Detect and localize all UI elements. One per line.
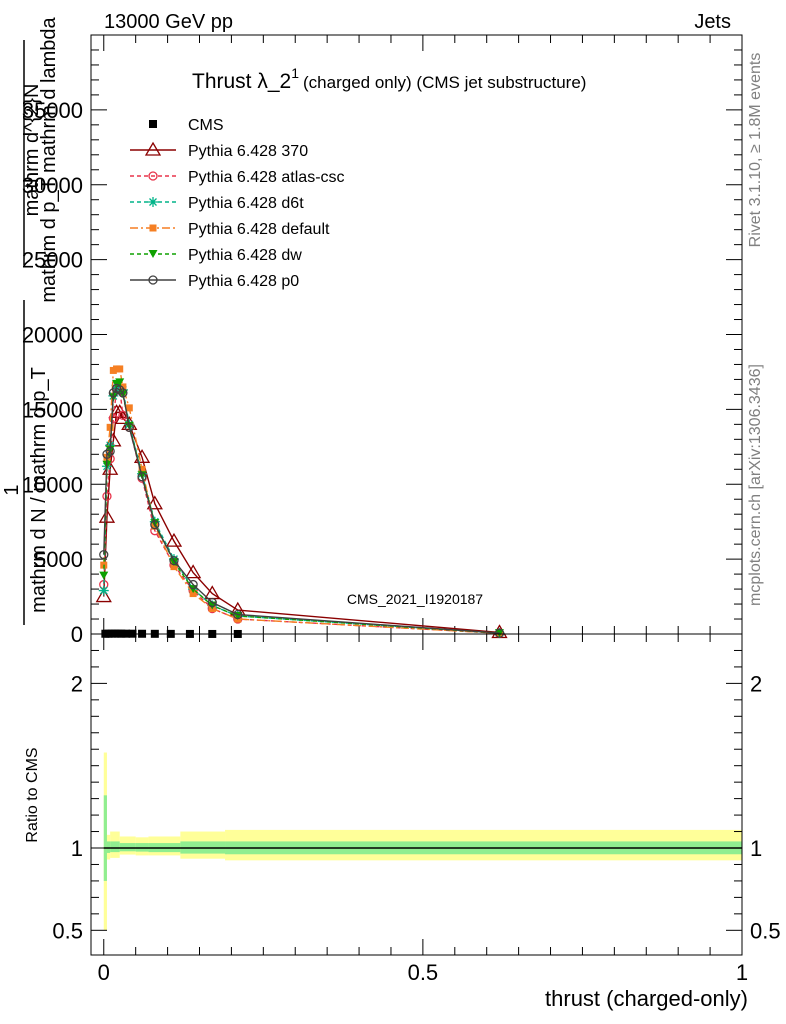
y-axis-label-denominator: mathrm d p_T mathrm d lambda bbox=[38, 16, 60, 302]
legend-marker-1 bbox=[144, 141, 162, 156]
ratio-inner-band-0 bbox=[103, 795, 107, 881]
ratio-frame bbox=[90, 633, 743, 956]
data-point-6-1 bbox=[102, 449, 112, 459]
data-point-1-8 bbox=[133, 449, 151, 463]
ratio-inner-band-3 bbox=[119, 843, 136, 852]
x-axis-label: thrust (charged-only) bbox=[545, 986, 748, 1011]
data-point-5-10 bbox=[169, 558, 179, 567]
data-point-1-11 bbox=[184, 564, 202, 579]
data-point-1-1 bbox=[98, 508, 116, 523]
data-point-6-2 bbox=[105, 446, 115, 456]
y-axis-label-numerator: mathrm d^{2}N bbox=[21, 84, 43, 217]
ratio-y-tick-label-right: 1 bbox=[750, 836, 762, 861]
ratio-y-tick-label-right: 0.5 bbox=[750, 918, 781, 943]
series-line-6 bbox=[103, 387, 500, 634]
data-point-6-0 bbox=[99, 549, 109, 560]
legend-label-6: Pythia 6.428 p0 bbox=[188, 273, 299, 290]
data-point-4-7 bbox=[125, 404, 133, 412]
legend-marker-4 bbox=[149, 224, 157, 232]
ratio-y-axis-label: Ratio to CMS bbox=[24, 747, 41, 842]
ratio-y-tick-label: 1 bbox=[71, 836, 83, 861]
chart-title-suffix: (charged only) (CMS jet substructure) bbox=[303, 73, 586, 92]
legend-marker-3 bbox=[148, 197, 158, 207]
y-tick-label: 10000 bbox=[22, 472, 83, 497]
data-point-2-3 bbox=[108, 413, 118, 424]
y-tick-label: 5000 bbox=[34, 547, 83, 572]
data-point-6-10 bbox=[169, 555, 179, 566]
data-point-1-0 bbox=[95, 588, 112, 603]
data-point-4-8 bbox=[138, 465, 146, 473]
legend-label-1: Pythia 6.428 370 bbox=[188, 143, 308, 160]
ratio-inner-band-2 bbox=[110, 841, 120, 853]
data-point-6-14 bbox=[494, 628, 505, 638]
x-tick-label: 0.5 bbox=[408, 960, 439, 985]
data-point-5-0 bbox=[99, 571, 109, 580]
legend-label-5: Pythia 6.428 dw bbox=[188, 247, 302, 264]
data-point-6-11 bbox=[188, 579, 198, 590]
data-point-6-7 bbox=[124, 422, 134, 432]
legend-label-3: Pythia 6.428 d6t bbox=[188, 195, 304, 212]
y-axis-label-one: 1 bbox=[1, 484, 23, 495]
header-right: Jets bbox=[694, 11, 731, 33]
legend: CMS Pythia 6.428 370 Pythia 6.428 atlas-cs… bbox=[130, 117, 345, 290]
data-point-4-2 bbox=[106, 423, 114, 431]
chart-title: Thrust λ_21 (charged only) (CMS jet subst… bbox=[192, 65, 586, 93]
legend-label-0: CMS bbox=[188, 117, 224, 134]
data-point-4-10 bbox=[170, 563, 178, 571]
legend-label-4: Pythia 6.428 default bbox=[188, 221, 330, 238]
legend-label-2: Pythia 6.428 atlas-csc bbox=[188, 169, 345, 186]
ratio-inner-band-1 bbox=[106, 841, 111, 853]
data-point-5-5 bbox=[115, 378, 125, 387]
data-point-1-9 bbox=[146, 495, 163, 510]
data-point-3-0 bbox=[98, 585, 109, 596]
data-point-6-8 bbox=[137, 472, 147, 482]
y-tick-label: 20000 bbox=[22, 323, 83, 348]
header-left: 13000 GeV pp bbox=[104, 11, 233, 33]
y-tick-label: 30000 bbox=[22, 173, 83, 198]
ratio-y-tick-label: 0.5 bbox=[52, 918, 83, 943]
data-point-6-6 bbox=[118, 388, 128, 398]
x-tick-label: 1 bbox=[736, 960, 748, 985]
y-tick-label: 35000 bbox=[22, 98, 83, 123]
y-tick-label: 25000 bbox=[22, 248, 83, 273]
data-point-4-5 bbox=[116, 365, 124, 373]
ratio-y-tick-label-right: 2 bbox=[750, 671, 762, 696]
y-tick-label: 15000 bbox=[22, 397, 83, 422]
x-tick-label: 0 bbox=[98, 960, 110, 985]
rivet-label: Rivet 3.1.10, ≥ 1.8M events bbox=[747, 53, 764, 248]
main-plot-panel: 05000100001500020000250003000035000mathr… bbox=[1, 16, 743, 647]
data-point-6-13 bbox=[233, 609, 243, 620]
data-point-1-10 bbox=[165, 532, 183, 547]
data-point-6-5 bbox=[115, 385, 125, 395]
legend-marker-2 bbox=[148, 171, 158, 181]
chart-title-superscript: 1 bbox=[291, 65, 299, 81]
y-axis-label-norm: mathrm d N / mathrm d p_T bbox=[28, 367, 50, 613]
legend-marker-0 bbox=[149, 120, 157, 128]
analysis-watermark: CMS_2021_I1920187 bbox=[347, 591, 483, 607]
data-point-6-9 bbox=[150, 520, 160, 530]
legend-marker-6 bbox=[148, 275, 158, 285]
series-6 bbox=[99, 383, 505, 638]
ratio-y-tick-label: 2 bbox=[71, 671, 83, 696]
data-point-4-11 bbox=[189, 590, 197, 598]
y-tick-label: 0 bbox=[71, 622, 83, 647]
data-point-6-12 bbox=[207, 597, 217, 608]
legend-marker-5 bbox=[148, 250, 158, 258]
mcplots-label: mcplots.cern.ch [arXiv:1306.3436] bbox=[747, 364, 764, 606]
